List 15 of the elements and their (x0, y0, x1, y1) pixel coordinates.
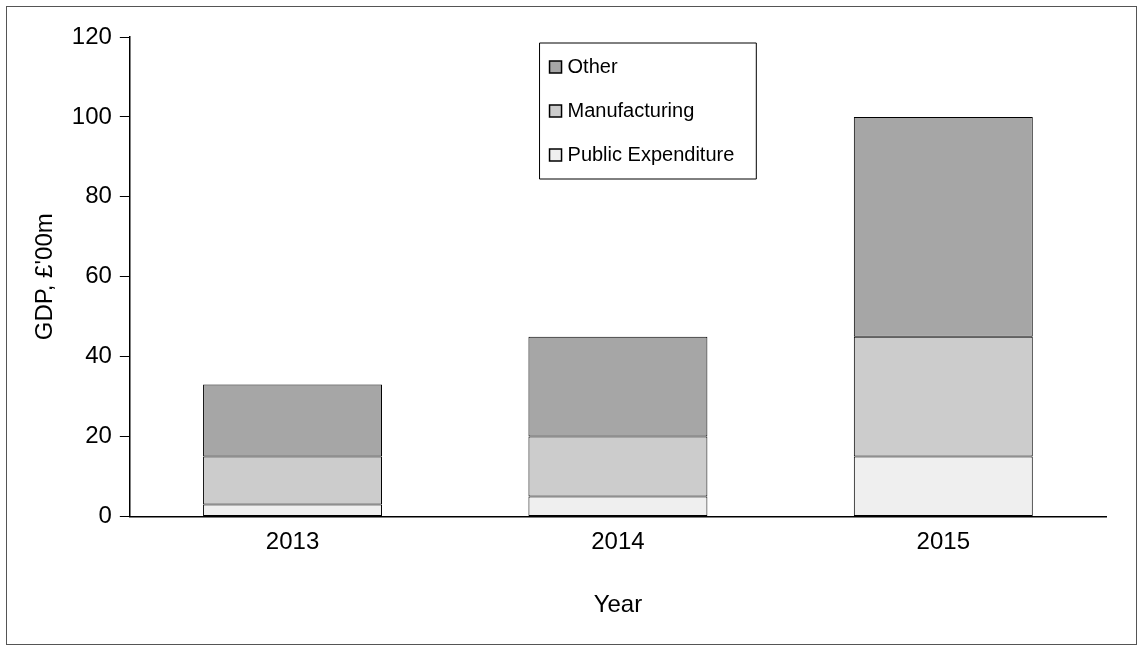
y-tick-label: 100 (71, 101, 112, 129)
x-tick-label: 2015 (916, 527, 970, 555)
legend-label: Public Expenditure (567, 142, 735, 165)
y-tick-label: 0 (98, 501, 112, 529)
x-tick-label: 2014 (591, 527, 645, 555)
y-tick-label: 40 (85, 341, 112, 369)
x-axis-title: Year (593, 590, 643, 618)
x-tick-label: 2013 (265, 527, 320, 555)
y-tick-label: 20 (85, 421, 112, 449)
legend-label: Other (567, 54, 618, 77)
y-axis-title: GDP, £'00m (30, 213, 58, 341)
legend-label: Manufacturing (567, 98, 695, 121)
y-tick-label: 120 (71, 21, 112, 49)
y-tick-label: 60 (85, 261, 112, 289)
y-tick-label: 80 (85, 181, 112, 209)
